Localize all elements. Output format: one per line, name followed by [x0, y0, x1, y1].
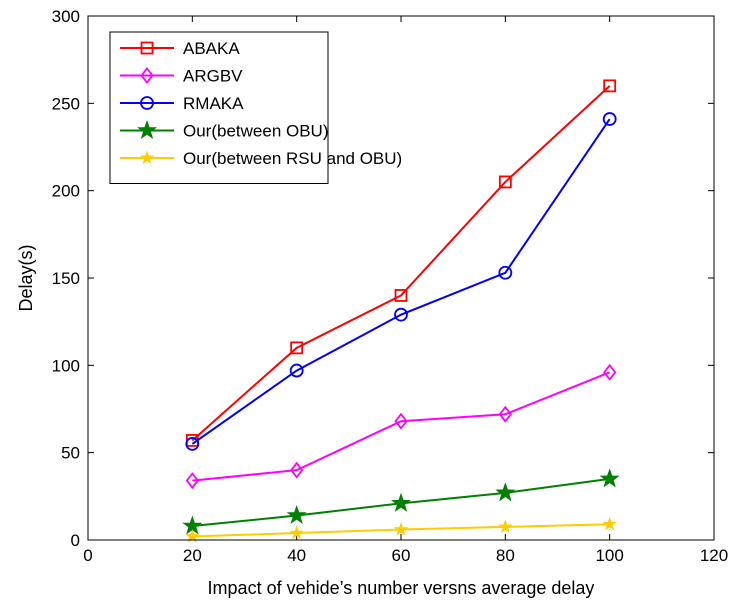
y-tick-label: 300: [52, 7, 80, 26]
plot-frame: [87, 15, 715, 541]
series-argbv: [185, 363, 617, 490]
data-point: [394, 307, 408, 322]
x-tick-label: 60: [392, 546, 411, 565]
legend-item: ARGBV: [120, 67, 243, 86]
series-our-between-rsu-and-obu: [185, 516, 617, 543]
legend-label: Our(between RSU and OBU): [183, 149, 402, 168]
legend-label: RMAKA: [183, 94, 244, 113]
data-point: [602, 112, 617, 126]
series-line: [192, 371, 611, 482]
data-point: [394, 412, 408, 430]
data-point: [289, 363, 304, 378]
data-point: [185, 528, 200, 543]
y-tick-label: 150: [52, 269, 80, 288]
x-tick-label: 40: [287, 546, 306, 565]
legend-label: ABAKA: [183, 39, 240, 58]
y-tick-label: 50: [61, 444, 80, 463]
data-point: [498, 265, 513, 280]
data-point: [390, 492, 412, 512]
y-tick-label: 200: [52, 182, 80, 201]
y-tick-label: 0: [71, 531, 80, 550]
data-point: [290, 341, 304, 355]
data-point: [185, 472, 199, 490]
series-layer: [182, 79, 620, 543]
data-point: [599, 468, 620, 488]
data-point: [290, 461, 304, 479]
legend-marker: [140, 96, 154, 110]
legend-label: ARGBV: [183, 67, 243, 86]
x-axis-label: Impact of vehide’s number versns average…: [208, 578, 595, 598]
x-tick-label: 80: [496, 546, 515, 565]
data-point: [495, 482, 516, 502]
data-point: [286, 505, 307, 525]
legend-marker: [139, 150, 155, 165]
legend-marker: [140, 67, 154, 84]
legend-marker: [136, 119, 158, 140]
data-point: [185, 437, 200, 451]
data-point: [289, 525, 304, 540]
legend-item: ABAKA: [120, 39, 240, 58]
legend-label: Our(between OBU): [183, 122, 329, 141]
series-abaka: [185, 79, 617, 447]
y-tick-label: 100: [52, 356, 80, 375]
series-rmaka: [185, 112, 617, 451]
data-point: [393, 521, 409, 536]
data-point: [498, 175, 512, 189]
data-point: [498, 519, 513, 533]
x-tick-label: 20: [183, 546, 202, 565]
data-point: [394, 289, 408, 302]
legend-item: Our(between RSU and OBU): [120, 149, 402, 168]
data-point: [498, 405, 512, 423]
series-line: [191, 118, 611, 445]
data-point: [603, 363, 617, 381]
legend-marker: [140, 41, 154, 55]
series-line: [191, 85, 611, 442]
series-our-between-obu: [182, 468, 620, 535]
data-point: [602, 516, 617, 531]
legend-item: RMAKA: [120, 94, 244, 113]
x-tick-label: 100: [595, 546, 623, 565]
y-axis-label: Delay(s): [16, 244, 36, 311]
y-tick-label: 250: [52, 94, 80, 113]
data-point: [603, 79, 617, 93]
x-tick-label: 120: [700, 546, 728, 565]
ticks-layer: 0 20 40 60 80 100 120 0 50 100 150 200 250 300: [52, 7, 729, 565]
x-tick-label: 0: [83, 546, 92, 565]
legend-item: Our(between OBU): [120, 119, 329, 141]
legend: ABAKA ARGBV RMAKA Our(between OBU) Our(betwe…: [109, 31, 402, 184]
